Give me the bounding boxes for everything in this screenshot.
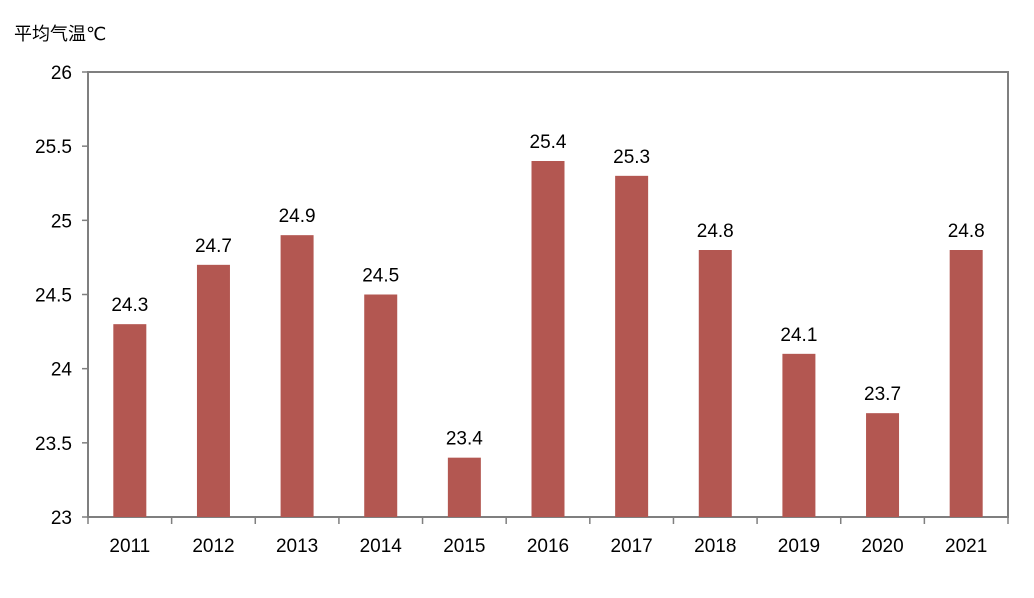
bar [615,175,649,518]
data-label: 23.4 [446,429,483,450]
x-tick-label: 2020 [861,536,903,557]
x-tick-label: 2014 [360,536,403,557]
x-tick-label: 2018 [694,536,736,557]
x-tick-label: 2011 [109,536,150,557]
x-tick-label: 2013 [276,536,318,557]
bar [698,250,732,517]
data-label: 23.7 [864,384,901,405]
y-tick-label: 23 [51,508,72,529]
data-label: 24.1 [780,325,817,346]
bar [280,235,314,517]
data-label: 24.7 [195,236,232,257]
data-label: 24.5 [362,266,399,287]
data-label: 25.3 [613,147,650,168]
x-tick-label: 2021 [945,536,987,557]
x-tick-label: 2015 [443,536,485,557]
bar [949,250,983,517]
x-tick-label: 2017 [610,536,652,557]
bar [113,324,147,517]
bar [447,457,481,517]
bar [866,413,900,517]
bar [196,264,230,517]
y-tick-label: 24.5 [35,286,72,307]
bar [364,294,398,517]
y-tick-label: 24 [51,360,73,381]
data-label: 24.8 [697,221,734,242]
data-label: 24.9 [279,206,316,227]
bar [782,353,816,517]
data-label: 25.4 [530,132,567,153]
x-tick-label: 2016 [527,536,569,557]
x-tick-label: 2012 [192,536,234,557]
y-tick-label: 25 [51,211,72,232]
y-tick-label: 25.5 [35,137,72,158]
y-tick-label: 23.5 [35,434,72,455]
x-tick-label: 2019 [778,536,820,557]
data-label: 24.8 [948,221,985,242]
y-tick-label: 26 [51,63,72,84]
y-axis-title: 平均气温℃ [14,24,106,45]
plot-area: 23 23.5 24 24.5 25 25.5 26 24.3 2011 24.7 2012 24.9… [35,63,1009,557]
data-label: 24.3 [111,295,148,316]
bar [531,161,565,517]
